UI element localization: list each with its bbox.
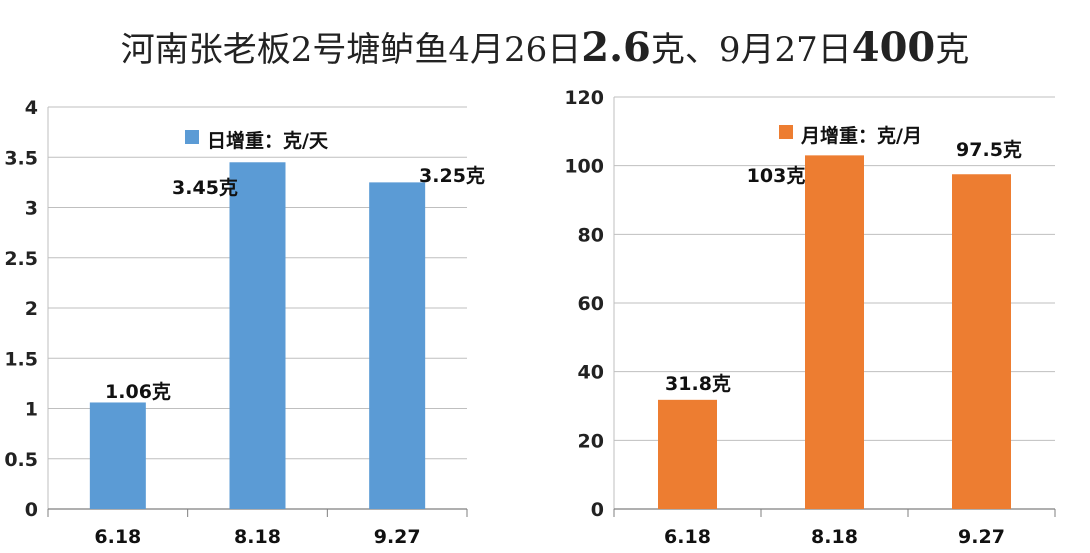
bar — [229, 162, 286, 509]
y-tick-label: 3.5 — [4, 147, 38, 169]
y-tick-label: 0.5 — [4, 449, 38, 471]
y-tick-label: 1 — [25, 399, 38, 421]
y-tick-label: 0 — [591, 499, 604, 521]
x-tick-label: 8.18 — [234, 526, 281, 548]
legend-label: 日增重：克/天 — [207, 129, 329, 152]
title-segment: 400 — [851, 24, 936, 71]
title-segment: 克、9月27日 — [650, 30, 852, 70]
y-tick-label: 2 — [25, 298, 38, 320]
y-tick-label: 1.5 — [4, 348, 38, 370]
data-label: 3.25克 — [419, 164, 485, 187]
title-segment: 2.6 — [581, 24, 651, 71]
y-tick-label: 120 — [564, 87, 604, 109]
y-tick-label: 0 — [25, 499, 38, 521]
x-tick-label: 9.27 — [374, 526, 421, 548]
legend-label: 月增重：克/月 — [800, 124, 922, 147]
x-tick-label: 9.27 — [958, 526, 1005, 548]
title-segment: 克 — [935, 30, 970, 70]
data-label: 103克 — [747, 164, 806, 187]
y-tick-label: 80 — [578, 224, 604, 246]
bar — [658, 399, 717, 509]
bar — [805, 155, 864, 509]
x-tick-label: 6.18 — [94, 526, 141, 548]
y-tick-label: 60 — [578, 293, 604, 315]
y-tick-label: 40 — [578, 362, 604, 384]
data-label: 1.06克 — [105, 380, 171, 403]
y-tick-label: 3 — [25, 198, 38, 220]
bar — [89, 402, 146, 509]
chart-title: 河南张老板2号塘鲈鱼4月26日2.6克、9月27日400克 — [0, 22, 1090, 71]
bar — [369, 182, 426, 509]
x-tick-label: 6.18 — [664, 526, 711, 548]
data-label: 3.45克 — [172, 176, 238, 199]
y-tick-label: 4 — [25, 97, 38, 119]
legend-swatch — [185, 130, 199, 144]
data-label: 31.8克 — [665, 372, 731, 395]
legend-swatch — [779, 125, 793, 139]
title-segment: 河南张老板2号塘鲈鱼4月26日 — [120, 30, 582, 70]
y-tick-label: 100 — [564, 156, 604, 178]
y-tick-label: 2.5 — [4, 248, 38, 270]
data-label: 97.5克 — [956, 138, 1022, 161]
x-tick-label: 8.18 — [811, 526, 858, 548]
bar — [952, 174, 1011, 509]
y-tick-label: 20 — [578, 430, 604, 452]
